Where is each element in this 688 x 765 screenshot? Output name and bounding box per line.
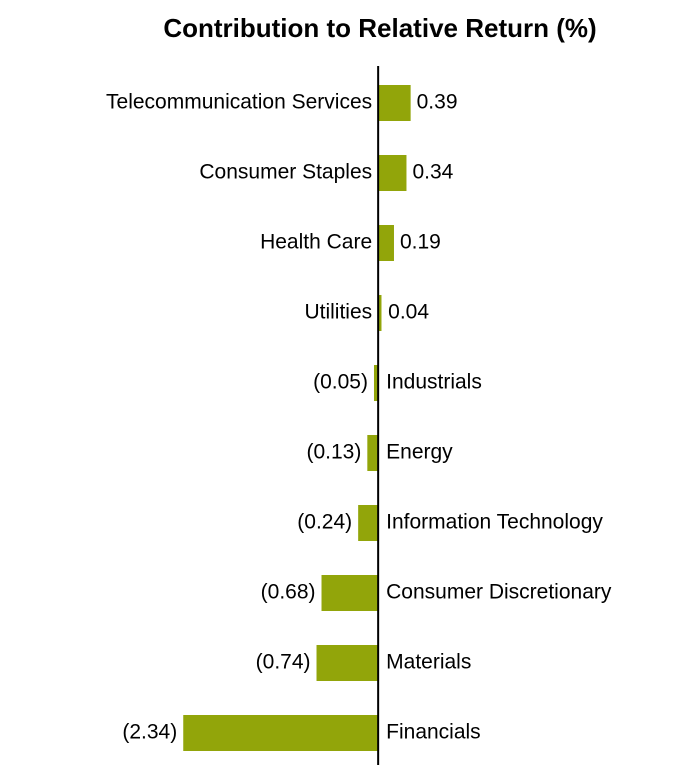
category-label: Consumer Staples xyxy=(199,161,372,184)
value-label: 0.04 xyxy=(388,301,429,324)
value-label: (0.13) xyxy=(306,441,361,464)
value-label: 0.34 xyxy=(412,161,453,184)
value-label: (0.05) xyxy=(313,371,368,394)
category-label: Financials xyxy=(386,721,481,744)
category-label: Materials xyxy=(386,651,471,674)
category-label: Utilities xyxy=(304,301,372,324)
value-label: (0.74) xyxy=(256,651,311,674)
bar xyxy=(316,645,379,681)
bar xyxy=(183,715,379,751)
bar xyxy=(378,295,382,331)
bar xyxy=(378,85,411,121)
value-label: (0.24) xyxy=(297,511,352,534)
bar xyxy=(358,505,379,541)
value-label: (2.34) xyxy=(122,721,177,744)
category-label: Telecommunication Services xyxy=(106,91,372,114)
category-label: Consumer Discretionary xyxy=(386,581,612,604)
category-label: Health Care xyxy=(260,231,372,254)
chart-title: Contribution to Relative Return (%) xyxy=(163,13,596,43)
bar xyxy=(373,365,379,401)
category-label: Information Technology xyxy=(386,511,603,534)
bar xyxy=(378,225,394,261)
bar xyxy=(321,575,379,611)
value-label: 0.19 xyxy=(400,231,441,254)
value-label: 0.39 xyxy=(417,91,458,114)
category-label: Industrials xyxy=(386,371,482,394)
category-label: Energy xyxy=(386,441,453,464)
bar xyxy=(378,155,407,191)
value-label: (0.68) xyxy=(261,581,316,604)
bar xyxy=(367,435,379,471)
